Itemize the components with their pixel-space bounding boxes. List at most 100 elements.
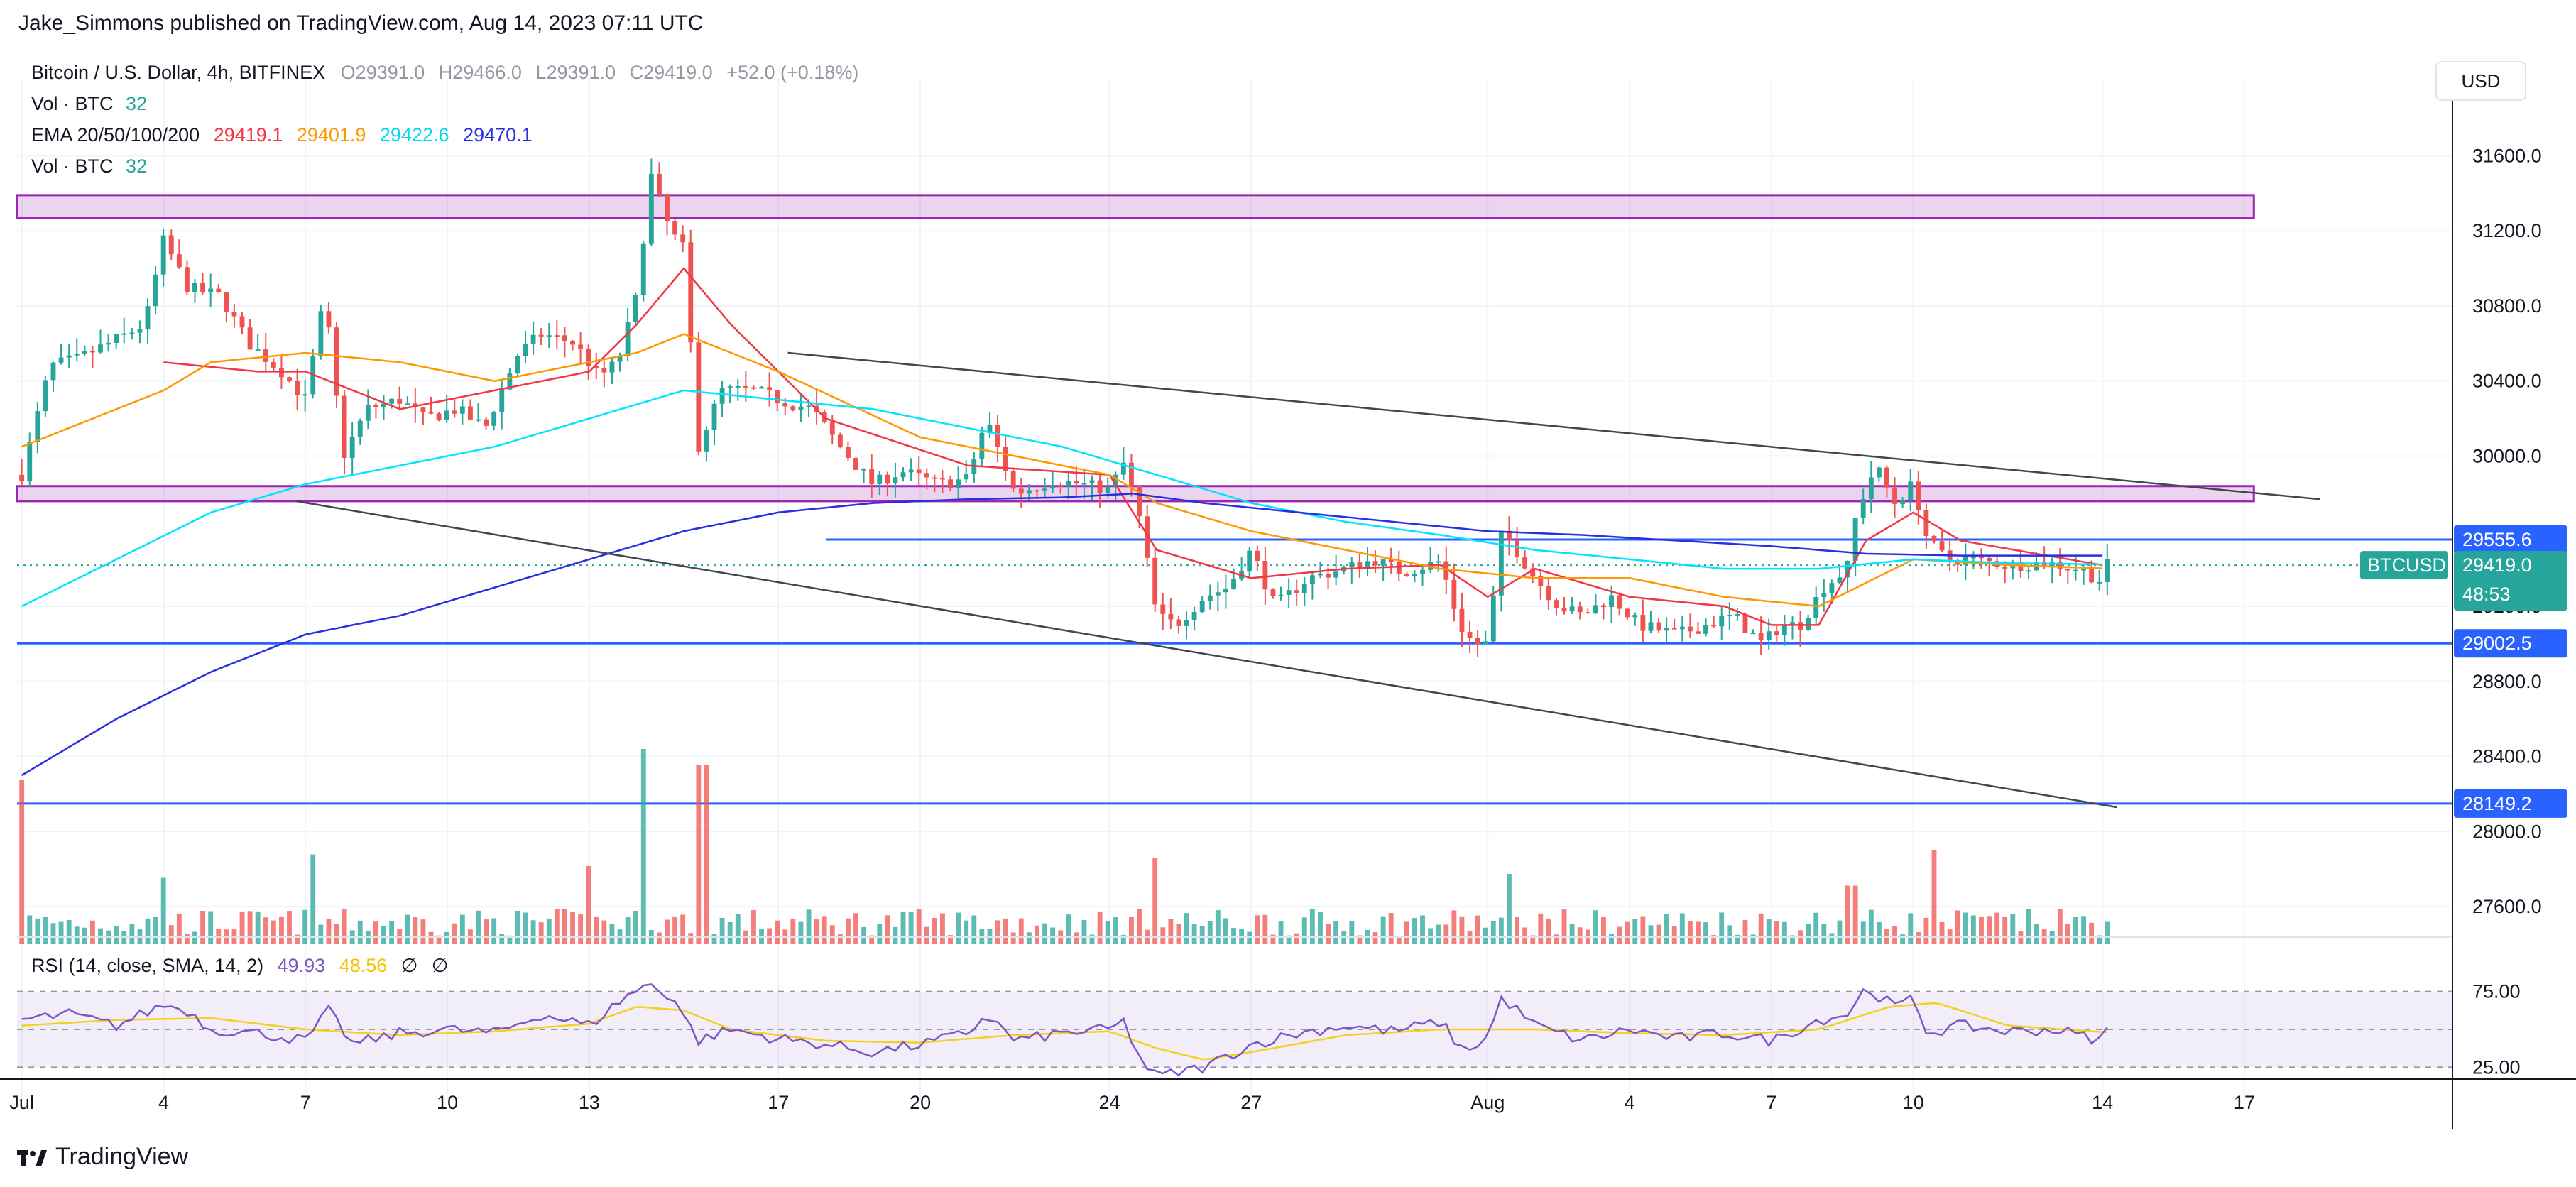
candle[interactable] xyxy=(1199,601,1205,612)
candle[interactable] xyxy=(1160,604,1166,614)
candle[interactable] xyxy=(2065,569,2070,571)
candle[interactable] xyxy=(1066,481,1071,487)
candle[interactable] xyxy=(365,405,371,421)
candle[interactable] xyxy=(1081,483,1087,485)
candle[interactable] xyxy=(1774,631,1779,635)
candle[interactable] xyxy=(782,403,788,407)
candle[interactable] xyxy=(1003,446,1008,471)
candle[interactable] xyxy=(940,478,945,480)
candle[interactable] xyxy=(114,334,119,343)
candle[interactable] xyxy=(121,333,127,335)
candle[interactable] xyxy=(491,412,497,426)
candle[interactable] xyxy=(106,342,111,345)
candle[interactable] xyxy=(1601,605,1606,608)
candle[interactable] xyxy=(1255,550,1260,562)
candle[interactable] xyxy=(1546,586,1551,601)
candle[interactable] xyxy=(877,474,883,484)
candle[interactable] xyxy=(916,469,922,474)
candle[interactable] xyxy=(1632,615,1638,618)
candle[interactable] xyxy=(767,387,773,390)
candle[interactable] xyxy=(1790,622,1795,625)
candle[interactable] xyxy=(160,235,166,275)
candle[interactable] xyxy=(1781,625,1787,635)
candle[interactable] xyxy=(1042,488,1047,491)
candle[interactable] xyxy=(2089,569,2095,583)
candle[interactable] xyxy=(845,447,851,459)
candle[interactable] xyxy=(224,292,229,312)
candle[interactable] xyxy=(397,398,403,404)
candle[interactable] xyxy=(515,355,520,374)
candle[interactable] xyxy=(1380,559,1386,566)
candle[interactable] xyxy=(956,479,961,488)
candle[interactable] xyxy=(1507,530,1512,540)
candle[interactable] xyxy=(1459,608,1465,633)
candle[interactable] xyxy=(1120,462,1126,475)
candle[interactable] xyxy=(601,368,607,373)
candle[interactable] xyxy=(1357,562,1363,569)
candle[interactable] xyxy=(648,173,654,244)
candle[interactable] xyxy=(1821,593,1827,597)
candle[interactable] xyxy=(19,474,25,482)
candle[interactable] xyxy=(1987,558,1992,562)
candle[interactable] xyxy=(1750,633,1756,635)
candle[interactable] xyxy=(2049,562,2055,567)
candle[interactable] xyxy=(1137,486,1142,517)
candle[interactable] xyxy=(1207,595,1213,601)
candle[interactable] xyxy=(1451,579,1457,609)
candle[interactable] xyxy=(1129,462,1134,486)
candle[interactable] xyxy=(1301,584,1307,594)
candle[interactable] xyxy=(58,357,64,363)
candle[interactable] xyxy=(995,424,1000,447)
candle[interactable] xyxy=(295,381,300,395)
candle[interactable] xyxy=(1097,480,1103,493)
candle[interactable] xyxy=(208,288,214,292)
candle[interactable] xyxy=(428,412,434,414)
candle[interactable] xyxy=(1105,486,1110,493)
candle[interactable] xyxy=(326,311,332,328)
candle[interactable] xyxy=(1286,590,1292,595)
candle[interactable] xyxy=(1577,606,1583,613)
candle[interactable] xyxy=(1852,518,1858,561)
candle[interactable] xyxy=(523,343,528,356)
trendline[interactable] xyxy=(787,351,2320,500)
candle[interactable] xyxy=(617,356,623,362)
candle[interactable] xyxy=(633,295,638,322)
candle[interactable] xyxy=(530,334,536,344)
candle[interactable] xyxy=(562,335,567,341)
candle[interactable] xyxy=(924,473,929,478)
candle[interactable] xyxy=(1569,606,1575,612)
candle[interactable] xyxy=(1798,622,1803,630)
trendlines[interactable] xyxy=(295,351,2320,809)
candle[interactable] xyxy=(1530,568,1536,576)
candle[interactable] xyxy=(1979,557,1984,559)
candle[interactable] xyxy=(727,386,733,388)
candle[interactable] xyxy=(1711,625,1717,627)
candle[interactable] xyxy=(987,424,993,433)
rsi-label[interactable]: RSI (14, close, SMA, 14, 2) xyxy=(31,955,264,976)
candle[interactable] xyxy=(2081,569,2086,571)
candle[interactable] xyxy=(1617,595,1622,609)
candle[interactable] xyxy=(696,342,702,452)
candle[interactable] xyxy=(287,377,292,381)
candle[interactable] xyxy=(263,349,268,362)
candle[interactable] xyxy=(1270,589,1276,596)
candle[interactable] xyxy=(546,335,552,337)
candle[interactable] xyxy=(1035,490,1039,492)
candle[interactable] xyxy=(43,380,48,412)
candle[interactable] xyxy=(2002,567,2008,569)
resistance-zone[interactable] xyxy=(16,194,2255,219)
candle[interactable] xyxy=(2041,562,2047,567)
candle[interactable] xyxy=(1089,480,1095,483)
candle[interactable] xyxy=(893,477,898,484)
candle[interactable] xyxy=(334,327,339,396)
candle[interactable] xyxy=(1585,612,1590,614)
candle[interactable] xyxy=(1727,615,1732,617)
candle[interactable] xyxy=(1515,540,1519,557)
candle[interactable] xyxy=(153,274,158,307)
candle[interactable] xyxy=(837,434,843,447)
candle[interactable] xyxy=(2057,562,2063,569)
volume-label[interactable]: Vol · BTC xyxy=(31,93,114,114)
candle[interactable] xyxy=(1309,575,1315,584)
candle[interactable] xyxy=(1766,631,1772,640)
